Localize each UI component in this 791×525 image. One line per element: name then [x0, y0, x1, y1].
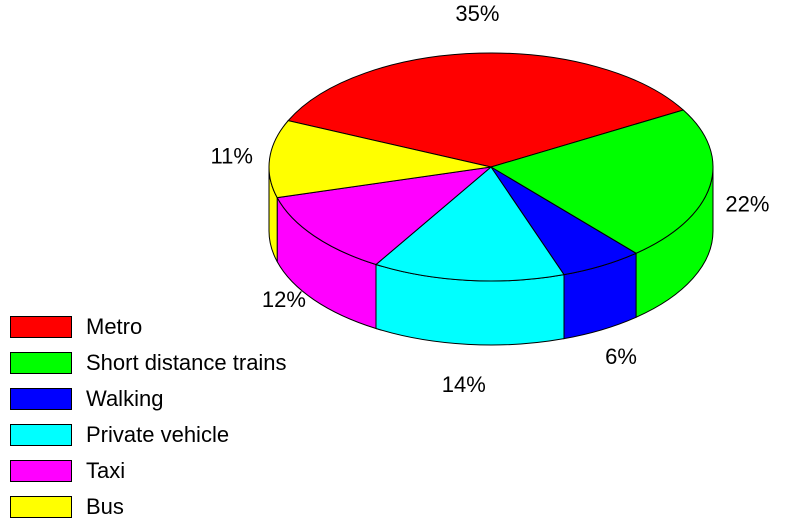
pie-slice-metro	[287, 52, 685, 168]
pie-slice-private-vehicle	[374, 166, 565, 282]
legend-label-walking: Walking	[86, 386, 164, 411]
legend-swatch-short-distance-trains	[10, 352, 72, 374]
legend-item-private-vehicle: Private vehicle	[10, 417, 287, 453]
legend-swatch-metro	[10, 316, 72, 338]
pie-sides	[268, 166, 714, 346]
pie-tops	[268, 52, 714, 282]
legend-swatch-taxi	[10, 460, 72, 482]
legend-item-short-distance-trains: Short distance trains	[10, 345, 287, 381]
pie-label-private-vehicle: 14%	[442, 372, 486, 397]
legend-label-private-vehicle: Private vehicle	[86, 422, 230, 447]
legend-item-walking: Walking	[10, 381, 287, 417]
legend-item-metro: Metro	[10, 309, 287, 345]
legend-swatch-private-vehicle	[10, 424, 72, 446]
pie-slice-short-distance-trains	[489, 109, 714, 254]
legend-item-bus: Bus	[10, 489, 287, 525]
legend: Metro Short distance trains Walking Priv…	[10, 309, 287, 525]
legend-label-taxi: Taxi	[86, 458, 126, 483]
pie-label-short-distance-trains: 22%	[725, 191, 769, 216]
legend-label-metro: Metro	[86, 314, 143, 339]
pie-label-bus: 11%	[210, 144, 252, 169]
pie-label-taxi: 12%	[262, 287, 306, 312]
legend-label-short-distance-trains: Short distance trains	[86, 350, 287, 375]
pie-labels: 35% 22% 6% 14% 12% 11%	[210, 1, 769, 397]
legend-item-taxi: Taxi	[10, 453, 287, 489]
pie-slice-bus	[268, 120, 492, 199]
pie-label-walking: 6%	[605, 344, 637, 369]
legend-swatch-bus	[10, 496, 72, 518]
legend-label-bus: Bus	[86, 494, 124, 519]
pie-label-metro: 35%	[455, 1, 499, 26]
pie-slice-taxi	[276, 166, 493, 266]
legend-swatch-walking	[10, 388, 72, 410]
